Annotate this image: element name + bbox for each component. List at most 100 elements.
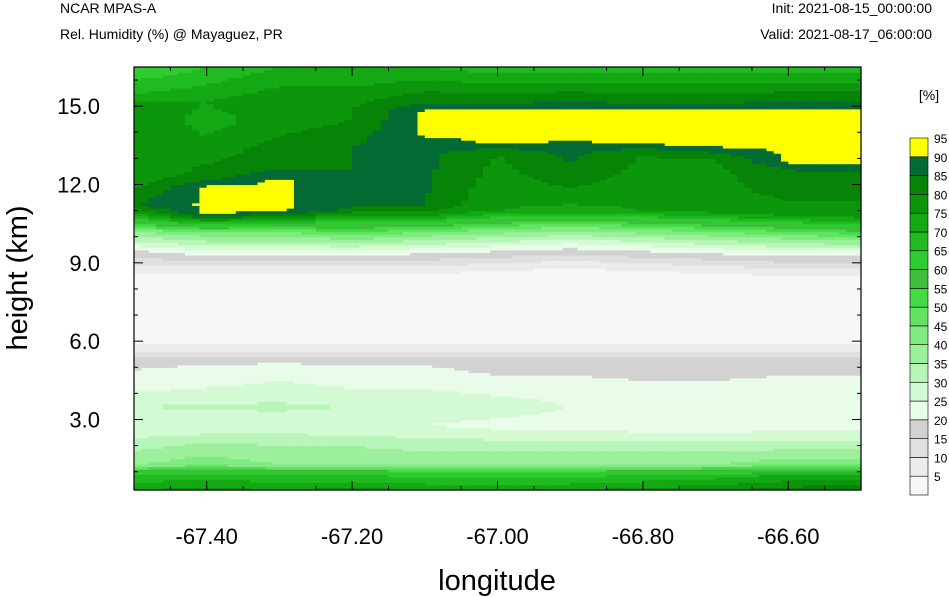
heatmap-cell [141, 218, 150, 222]
heatmap-cell [148, 278, 157, 282]
heatmap-cell [279, 429, 288, 434]
heatmap-cell [279, 328, 288, 332]
heatmap-cell [323, 367, 331, 371]
heatmap-cell [293, 179, 302, 183]
heatmap-cell [257, 474, 266, 478]
heatmap-cell [337, 463, 346, 468]
heatmap-cell [155, 296, 164, 300]
heatmap-cell [228, 328, 237, 332]
heatmap-cell [170, 95, 179, 99]
heatmap-cell [148, 147, 157, 152]
heatmap-cell [192, 482, 201, 486]
heatmap-cell [177, 249, 186, 253]
heatmap-cell [148, 95, 157, 99]
heatmap-cell [221, 393, 230, 397]
heatmap-cell [286, 150, 295, 154]
heatmap-cell [243, 403, 251, 408]
heatmap-cell [148, 80, 157, 84]
heatmap-cell [170, 453, 179, 457]
heatmap-cell [323, 320, 331, 324]
heatmap-cell [148, 168, 157, 173]
heatmap-cell [134, 93, 142, 97]
heatmap-cell [199, 288, 208, 293]
heatmap-cell [286, 343, 295, 347]
heatmap-cell [243, 260, 251, 264]
heatmap-cell [301, 429, 310, 434]
heatmap-cell [272, 354, 280, 358]
heatmap-cell [243, 429, 251, 434]
heatmap-cell [286, 121, 295, 126]
heatmap-cell [293, 409, 302, 413]
heatmap-cell [301, 463, 310, 468]
heatmap-cell [250, 116, 259, 120]
heatmap-cell [279, 189, 288, 193]
heatmap-cell [141, 304, 150, 308]
heatmap-cell [264, 119, 273, 123]
heatmap-cell [352, 302, 360, 306]
heatmap-cell [155, 474, 164, 478]
heatmap-cell [235, 181, 244, 186]
heatmap-cell [293, 429, 302, 434]
heatmap-cell [257, 388, 266, 392]
heatmap-cell [141, 471, 150, 475]
heatmap-cell [264, 416, 273, 421]
heatmap-cell [308, 369, 317, 374]
heatmap-cell [272, 273, 280, 277]
heatmap-cell [221, 80, 230, 84]
heatmap-cell [206, 100, 215, 105]
heatmap-cell [213, 330, 222, 334]
heatmap-cell [330, 281, 339, 285]
heatmap-cell [337, 176, 346, 180]
heatmap-cell [163, 194, 171, 199]
heatmap-cell [315, 163, 324, 167]
heatmap-cell [264, 116, 273, 120]
heatmap-cell [315, 213, 324, 217]
heatmap-cell [228, 427, 237, 431]
heatmap-cell [293, 257, 302, 261]
heatmap-cell [337, 82, 346, 86]
heatmap-cell [213, 228, 222, 233]
heatmap-cell [221, 150, 230, 154]
heatmap-cell [148, 437, 157, 441]
heatmap-cell [141, 114, 150, 118]
heatmap-cell [177, 351, 186, 355]
heatmap-cell [257, 80, 266, 84]
heatmap-cell [344, 132, 353, 136]
heatmap-cell [228, 278, 237, 282]
heatmap-cell [206, 443, 215, 447]
heatmap-cell [344, 377, 353, 381]
heatmap-cell [163, 114, 171, 118]
heatmap-cell [134, 249, 142, 253]
heatmap-cell [337, 416, 346, 421]
heatmap-cell [279, 398, 288, 402]
heatmap-cell [148, 241, 157, 246]
heatmap-cell [141, 205, 150, 209]
heatmap-cell [352, 247, 360, 251]
heatmap-cell [330, 140, 339, 144]
heatmap-cell [177, 335, 186, 340]
heatmap-cell [243, 158, 251, 162]
heatmap-cell [177, 252, 186, 256]
heatmap-cell [279, 210, 288, 214]
heatmap-cell [272, 226, 280, 230]
heatmap-cell [323, 241, 331, 246]
heatmap-cell [279, 315, 288, 319]
heatmap-cell [221, 372, 230, 376]
heatmap-cell [213, 416, 222, 421]
heatmap-cell [243, 354, 251, 358]
heatmap-cell [177, 330, 186, 334]
heatmap-cell [235, 273, 244, 277]
heatmap-cell [301, 108, 310, 112]
heatmap-cell [170, 67, 179, 71]
heatmap-cell [206, 244, 215, 248]
heatmap-cell [221, 137, 230, 141]
heatmap-cell [264, 200, 273, 204]
heatmap-cell [155, 132, 164, 136]
heatmap-cell [228, 437, 237, 441]
heatmap-cell [250, 364, 259, 368]
heatmap-cell [235, 375, 244, 379]
heatmap-cell [206, 161, 215, 165]
heatmap-cell [141, 320, 150, 324]
heatmap-cell [228, 179, 237, 183]
heatmap-cell [206, 411, 215, 415]
